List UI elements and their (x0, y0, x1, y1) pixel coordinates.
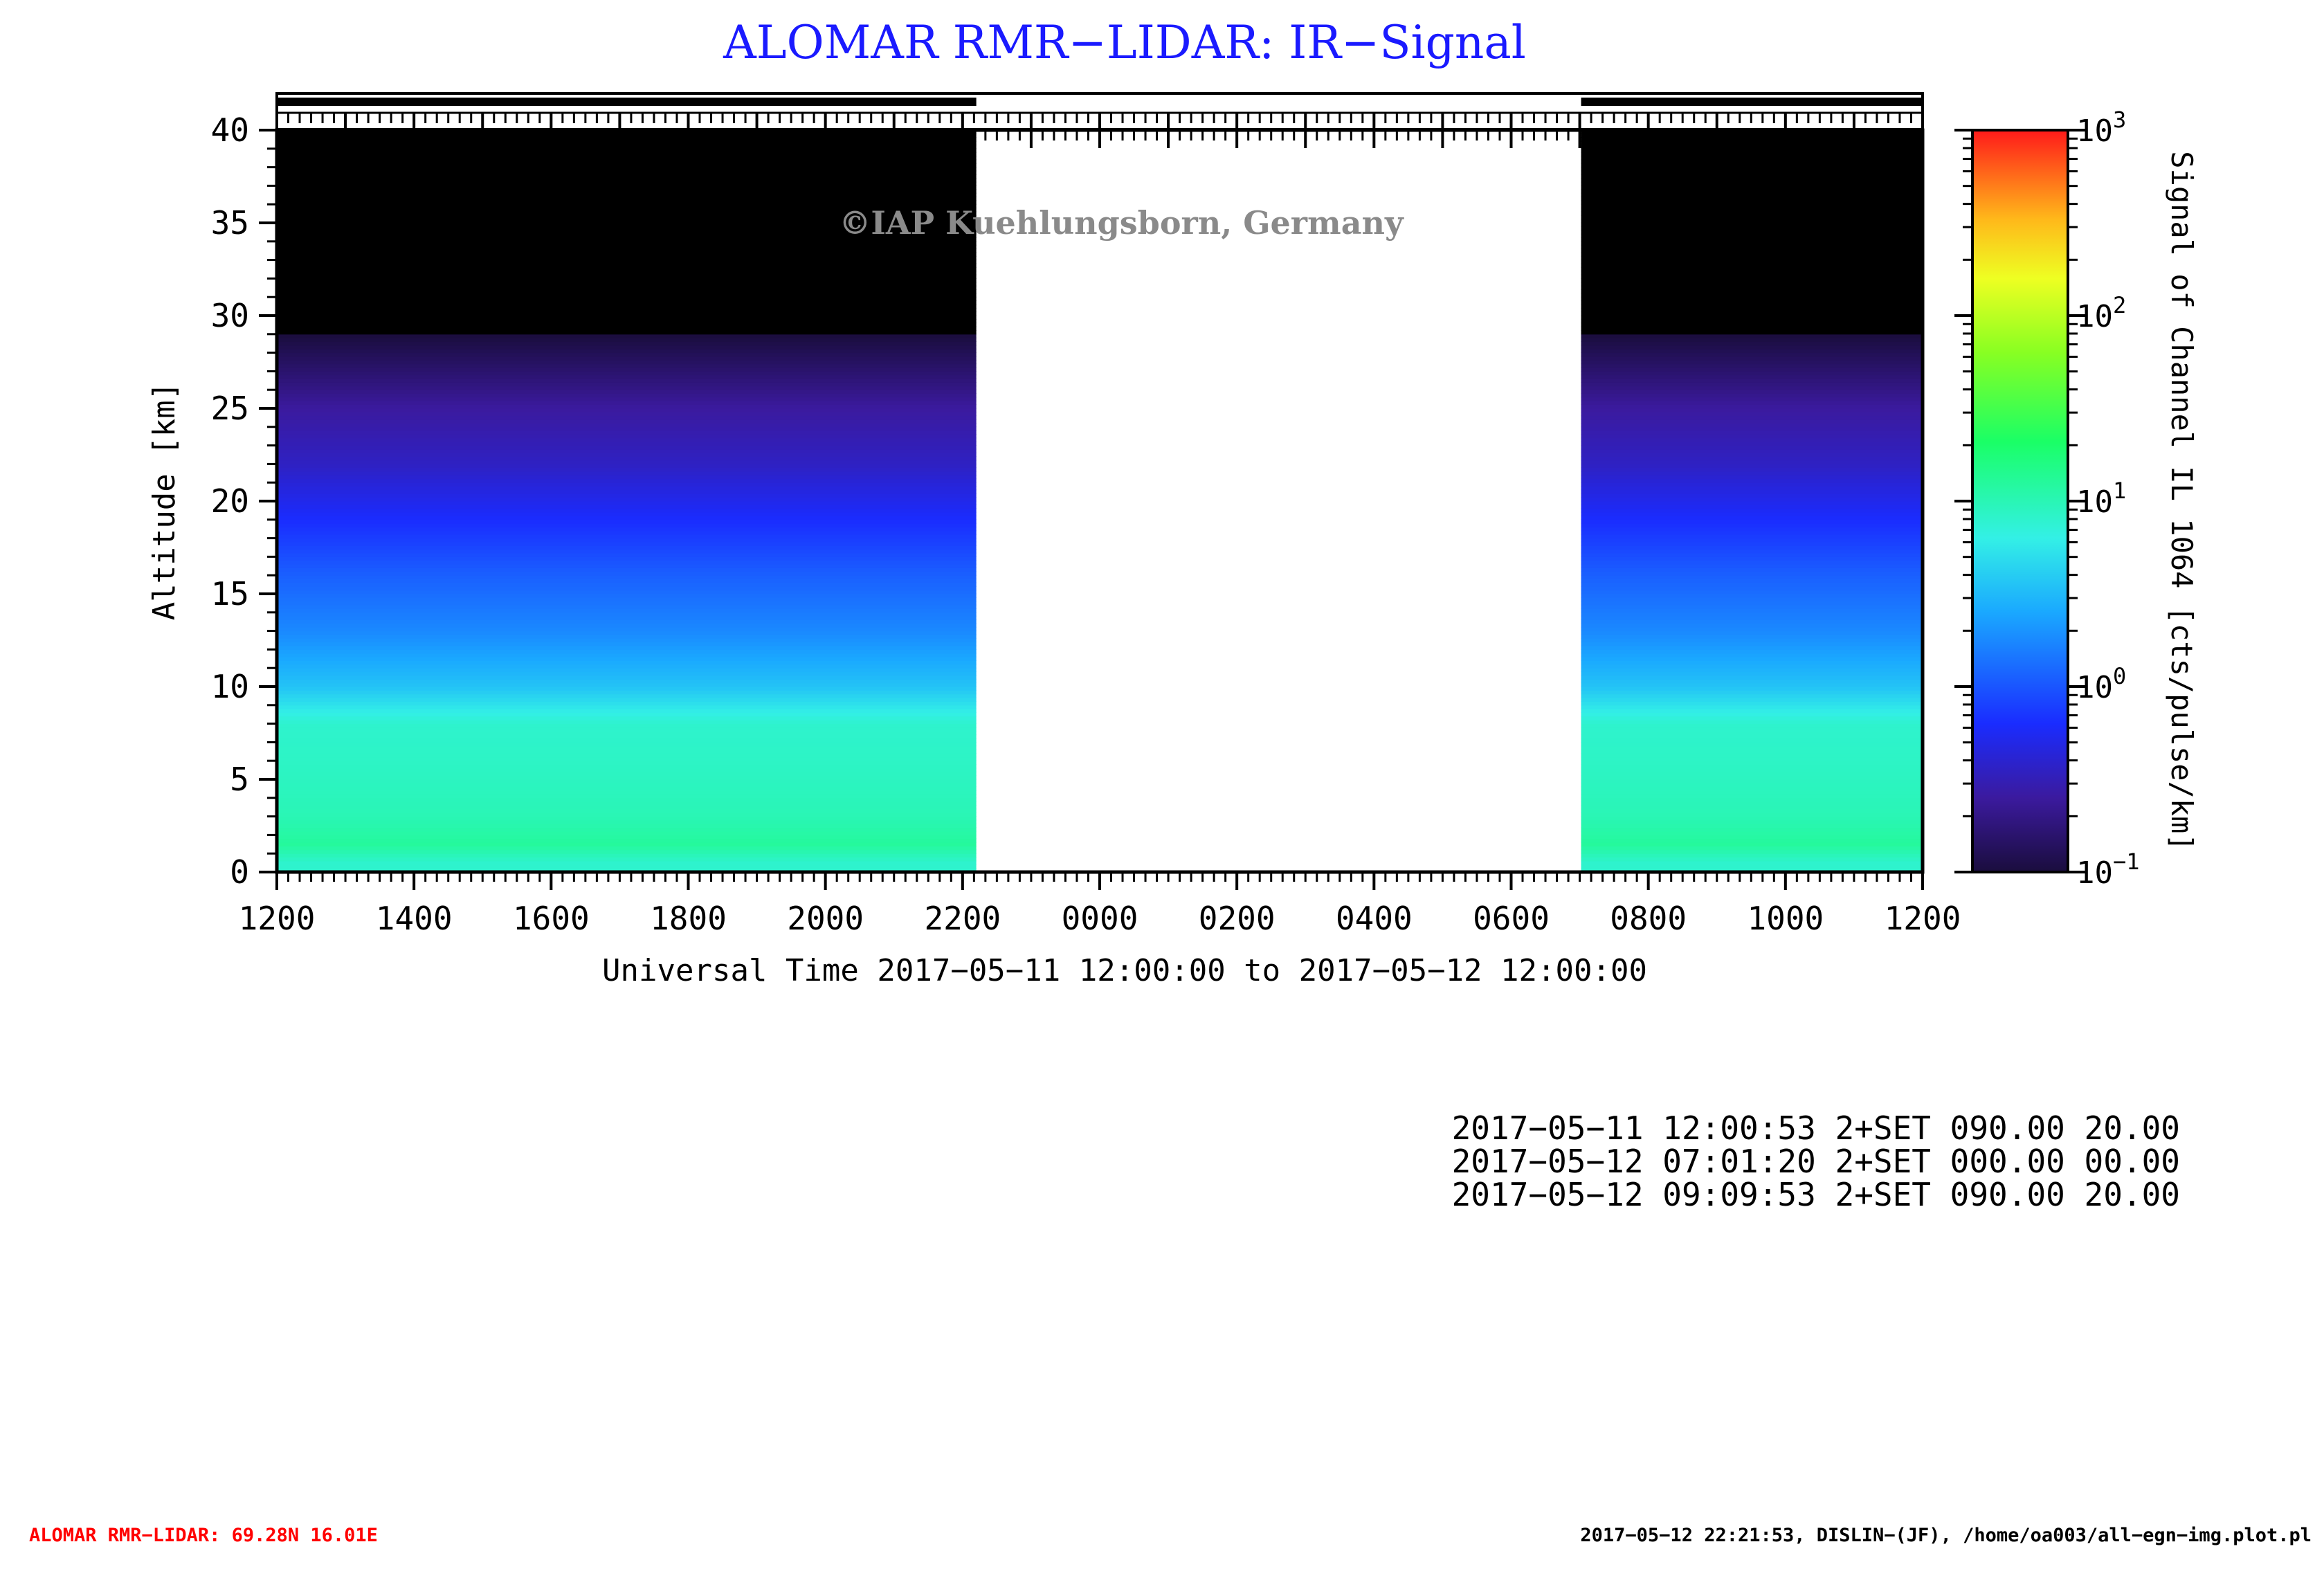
x-tick-label: 1000 (1747, 900, 1824, 937)
settings-line-3: 2017−05−12 09:09:53 2+SET 090.00 20.00 (1452, 1176, 2180, 1213)
y-axis-label: Altitude [km] (147, 382, 182, 620)
y-tick-label: 10 (211, 668, 249, 705)
colorbar-label: Signal of Channel IL 1064 [cts/pulse/km] (2165, 151, 2199, 851)
y-tick-label: 0 (230, 853, 249, 891)
colorbar: 10−1 100 101 102 103 (1954, 107, 2140, 891)
x-tick-label: 0800 (1610, 900, 1687, 937)
x-tick-label: 0600 (1473, 900, 1550, 937)
colorbar-tick-label: 102 (2076, 292, 2126, 334)
y-axis: 0 5 10 15 20 25 30 35 40 (211, 111, 277, 891)
x-tick-label: 1600 (513, 900, 590, 937)
settings-line-2: 2017−05−12 07:01:20 2+SET 000.00 00.00 (1452, 1143, 2180, 1180)
settings-line-1: 2017−05−11 12:00:53 2+SET 090.00 20.00 (1452, 1109, 2180, 1147)
y-tick-label: 15 (211, 575, 249, 613)
colorbar-tick-label: 101 (2076, 478, 2126, 520)
y-tick-label: 25 (211, 390, 249, 427)
watermark: ©IAP Kuehlungsborn, Germany (839, 204, 1404, 242)
x-tick-label: 2200 (924, 900, 1001, 937)
y-tick-label: 35 (211, 204, 249, 242)
x-tick-label: 1200 (239, 900, 316, 937)
chart-title: ALOMAR RMR−LIDAR: IR−Signal (723, 16, 1526, 69)
footer-left: ALOMAR RMR−LIDAR: 69.28N 16.01E (29, 1525, 378, 1546)
colorbar-gradient (1972, 130, 2068, 872)
heatmap-segment-1 (277, 129, 977, 873)
timeline-segment-2 (1581, 98, 1923, 106)
footer-right: 2017−05−12 22:21:53, DISLIN−(JF), /home/… (1580, 1525, 2312, 1546)
colorbar-tick-label: 103 (2076, 107, 2126, 149)
x-axis: 1200 1400 1600 1800 2000 2200 0000 0200 0400 0600… (239, 872, 1961, 937)
timeline-segment-1 (277, 98, 977, 106)
x-tick-label: 2000 (787, 900, 864, 937)
colorbar-tick-label: 10−1 (2076, 849, 2140, 891)
colorbar-tick-label: 100 (2076, 663, 2126, 705)
x-tick-label: 1800 (650, 900, 727, 937)
plot-area (275, 128, 1925, 874)
y-tick-label: 30 (211, 297, 249, 334)
y-tick-label: 5 (230, 761, 249, 798)
x-tick-label: 0000 (1062, 900, 1138, 937)
x-tick-label: 0400 (1336, 900, 1413, 937)
x-tick-label: 1200 (1885, 900, 1961, 937)
heatmap-segment-2 (1581, 129, 1923, 873)
x-tick-label: 0200 (1199, 900, 1276, 937)
y-tick-label: 20 (211, 482, 249, 520)
settings-block: 2017−05−11 12:00:53 2+SET 090.00 20.00 2… (1452, 1109, 2180, 1213)
y-tick-label: 40 (211, 111, 249, 149)
x-axis-label: Universal Time 2017−05−11 12:00:00 to 20… (602, 953, 1647, 988)
x-tick-label: 1400 (376, 900, 453, 937)
